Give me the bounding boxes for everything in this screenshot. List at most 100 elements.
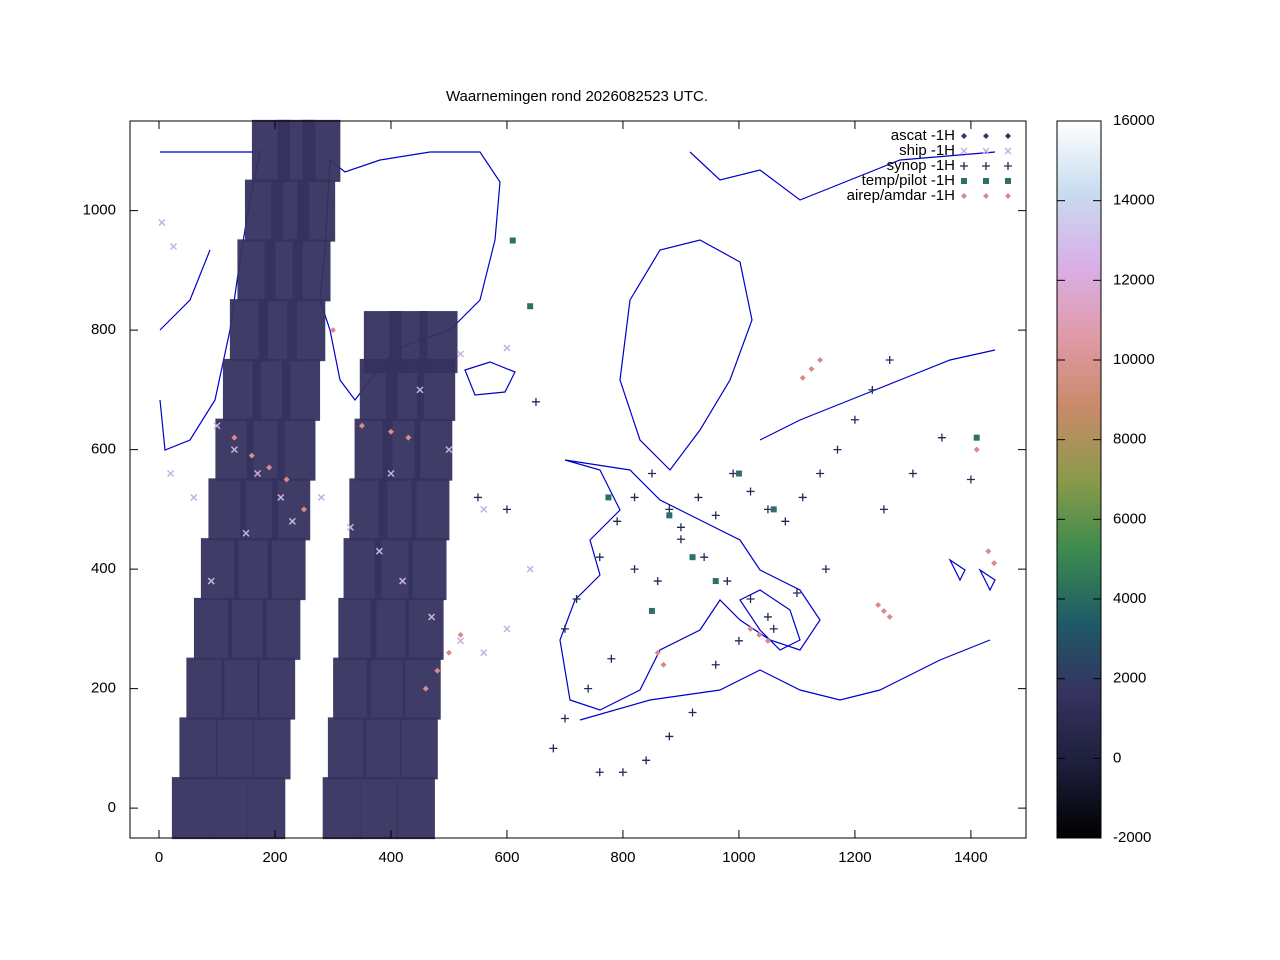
legend-marker [961,178,967,184]
ascat-point [370,597,409,660]
synop-point [647,469,656,478]
synop-point [560,624,569,633]
ascat-point [215,717,254,780]
colorbar-tick-label: 8000 [1113,431,1146,448]
synop-point [769,624,778,633]
synop-point [879,505,888,514]
ship-point [213,422,221,430]
legend-marker [1004,162,1012,170]
legend-marker [982,147,990,155]
legend-marker [1005,193,1011,199]
airep-point [991,560,998,567]
synop-point [549,744,558,753]
ascat-point [208,478,247,541]
synop-point [665,732,674,741]
ship-point [399,577,407,585]
ascat-point [287,299,326,362]
ship-point [207,577,215,585]
synop-point [676,535,685,544]
airep-point [422,685,429,692]
ascat-point [221,657,260,720]
synop-point [966,475,975,484]
synop-point [781,517,790,526]
map [159,151,996,721]
synop-point [763,505,772,514]
synop-point [613,517,622,526]
airep-point [266,464,273,471]
colorbar-tick-label: 2000 [1113,670,1146,687]
x-tick-label: 0 [155,849,163,866]
ship-point [254,469,262,478]
legend-marker [983,193,989,199]
ascat-point [186,657,225,720]
ship-point [242,529,250,537]
temp-point [648,607,655,614]
coastline [739,558,996,651]
ascat-point [302,119,341,182]
ascat-point [179,717,218,780]
ship-point [503,625,511,633]
airep-point [445,649,452,656]
ship-point [457,350,465,358]
legend-label: ship -1H [899,142,955,159]
legend-label: airep/amdar -1H [847,187,955,204]
ship-point [167,469,175,478]
ascat-point [359,777,398,840]
ascat-point [193,597,232,660]
ship-point [375,547,383,555]
legend-marker [961,133,967,139]
plot-frame [129,120,1027,839]
ascat-point [327,717,366,780]
synop-point [694,493,703,502]
temp-point [689,554,696,561]
coastline [619,239,753,471]
airep-point [300,506,307,513]
ascat-point [257,657,296,720]
ascat-point [292,239,331,302]
ship-point [457,637,465,645]
ship-point [190,493,198,501]
chart-title: Waarnemingen rond 2026082523 UTC. [446,88,708,105]
airep-point [405,434,412,441]
ascat-point [277,418,316,481]
ship-point [346,523,354,531]
x-tick-label: 1200 [838,849,871,866]
synop-point [723,577,732,586]
ship-point [288,517,296,525]
legend-marker [1005,178,1011,184]
legend-marker [960,162,968,170]
ascat-point [322,777,361,840]
colorbar-tick-label: 16000 [1113,112,1155,129]
y-tick-label: 1000 [83,202,116,219]
ascat-point [252,717,291,780]
synop-point [885,356,894,364]
ascat-point [333,657,372,720]
ship-point [230,446,238,454]
x-tick-label: 400 [378,849,403,866]
temp-point [605,494,612,501]
synop-point [473,493,482,502]
ascat-point [240,478,279,541]
ascat-point [200,538,239,601]
synop-point [572,595,581,603]
airep-point [985,548,992,555]
ascat-point [408,538,447,601]
legend-marker [982,162,990,170]
synop-point [607,654,616,663]
ascat-point [267,538,306,601]
x-tick-label: 1400 [954,849,987,866]
temp-point [735,470,742,477]
synop-point [676,523,685,532]
legend-marker [961,193,967,199]
ascat-point [366,657,405,720]
ascat-point [363,717,402,780]
ascat-point [171,777,210,840]
synop-point [711,511,720,520]
airep-point [808,365,815,372]
temp-point [770,506,777,513]
colorbar-tick-label: 10000 [1113,351,1155,368]
legend-marker [1005,133,1011,139]
synop-point [653,577,662,586]
ship-point [526,565,534,573]
ascat-point [402,657,441,720]
